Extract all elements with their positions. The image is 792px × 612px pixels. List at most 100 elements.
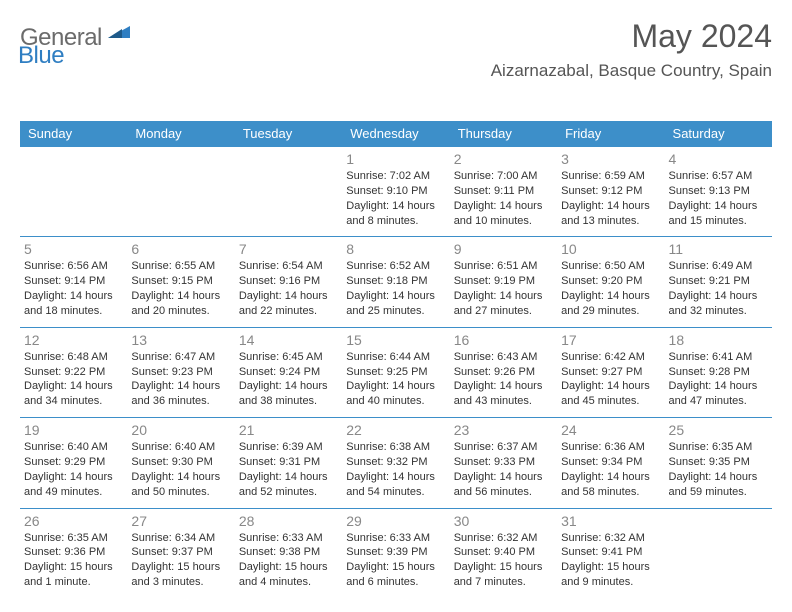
day-number: 31 [561, 513, 660, 529]
day-info-line: Daylight: 14 hours [346, 379, 445, 394]
day-info: Sunrise: 6:41 AMSunset: 9:28 PMDaylight:… [669, 350, 768, 409]
day-info-line: Daylight: 14 hours [669, 379, 768, 394]
day-info: Sunrise: 6:56 AMSunset: 9:14 PMDaylight:… [24, 259, 123, 318]
day-number: 27 [131, 513, 230, 529]
day-info-line: Daylight: 15 hours [131, 560, 230, 575]
day-info: Sunrise: 6:55 AMSunset: 9:15 PMDaylight:… [131, 259, 230, 318]
day-number: 8 [346, 241, 445, 257]
day-info-line: Daylight: 14 hours [239, 470, 338, 485]
day-info-line: Daylight: 14 hours [346, 199, 445, 214]
day-info-line: Daylight: 15 hours [561, 560, 660, 575]
day-info-line: Sunrise: 6:34 AM [131, 531, 230, 546]
logo-blue-row: Blue [20, 42, 64, 70]
day-info: Sunrise: 6:48 AMSunset: 9:22 PMDaylight:… [24, 350, 123, 409]
day-info-line: Daylight: 15 hours [24, 560, 123, 575]
calendar-day-cell: 12Sunrise: 6:48 AMSunset: 9:22 PMDayligh… [20, 327, 127, 417]
day-number: 22 [346, 422, 445, 438]
weekday-header: Monday [127, 121, 234, 147]
day-info-line: and 50 minutes. [131, 485, 230, 500]
day-info-line: Sunset: 9:40 PM [454, 545, 553, 560]
day-info-line: Sunset: 9:19 PM [454, 274, 553, 289]
calendar-day-cell [20, 147, 127, 237]
day-info-line: Sunrise: 6:32 AM [454, 531, 553, 546]
day-info-line: and 1 minute. [24, 575, 123, 590]
day-info-line: Daylight: 14 hours [454, 199, 553, 214]
day-info-line: and 32 minutes. [669, 304, 768, 319]
weekday-header: Sunday [20, 121, 127, 147]
day-number: 1 [346, 151, 445, 167]
day-info-line: Daylight: 14 hours [454, 289, 553, 304]
calendar-day-cell: 30Sunrise: 6:32 AMSunset: 9:40 PMDayligh… [450, 508, 557, 598]
calendar-day-cell: 14Sunrise: 6:45 AMSunset: 9:24 PMDayligh… [235, 327, 342, 417]
day-info-line: and 13 minutes. [561, 214, 660, 229]
day-info-line: Daylight: 14 hours [131, 470, 230, 485]
day-info-line: Sunrise: 6:49 AM [669, 259, 768, 274]
day-info-line: and 8 minutes. [346, 214, 445, 229]
page-title: May 2024 [491, 18, 772, 55]
title-block: May 2024 Aizarnazabal, Basque Country, S… [491, 18, 772, 81]
day-info: Sunrise: 6:59 AMSunset: 9:12 PMDaylight:… [561, 169, 660, 228]
day-info-line: and 52 minutes. [239, 485, 338, 500]
day-number: 29 [346, 513, 445, 529]
day-info-line: Sunset: 9:18 PM [346, 274, 445, 289]
day-info: Sunrise: 6:40 AMSunset: 9:29 PMDaylight:… [24, 440, 123, 499]
day-number: 15 [346, 332, 445, 348]
calendar-day-cell: 10Sunrise: 6:50 AMSunset: 9:20 PMDayligh… [557, 237, 664, 327]
weekday-header: Saturday [665, 121, 772, 147]
day-info-line: Daylight: 15 hours [346, 560, 445, 575]
day-info-line: Sunset: 9:36 PM [24, 545, 123, 560]
calendar-body: 1Sunrise: 7:02 AMSunset: 9:10 PMDaylight… [20, 147, 772, 598]
calendar-table: Sunday Monday Tuesday Wednesday Thursday… [20, 121, 772, 598]
day-info-line: Sunset: 9:25 PM [346, 365, 445, 380]
day-info-line: Sunset: 9:13 PM [669, 184, 768, 199]
day-number: 5 [24, 241, 123, 257]
day-info-line: and 59 minutes. [669, 485, 768, 500]
calendar-day-cell: 3Sunrise: 6:59 AMSunset: 9:12 PMDaylight… [557, 147, 664, 237]
day-info-line: Sunset: 9:23 PM [131, 365, 230, 380]
header: General May 2024 Aizarnazabal, Basque Co… [20, 18, 772, 81]
day-info-line: Sunrise: 6:40 AM [131, 440, 230, 455]
day-info-line: and 43 minutes. [454, 394, 553, 409]
calendar-day-cell: 17Sunrise: 6:42 AMSunset: 9:27 PMDayligh… [557, 327, 664, 417]
day-number: 23 [454, 422, 553, 438]
day-info-line: and 3 minutes. [131, 575, 230, 590]
day-info-line: Sunset: 9:14 PM [24, 274, 123, 289]
calendar-week-row: 19Sunrise: 6:40 AMSunset: 9:29 PMDayligh… [20, 418, 772, 508]
calendar-day-cell: 13Sunrise: 6:47 AMSunset: 9:23 PMDayligh… [127, 327, 234, 417]
day-info: Sunrise: 7:00 AMSunset: 9:11 PMDaylight:… [454, 169, 553, 228]
day-info-line: Daylight: 14 hours [561, 289, 660, 304]
day-info-line: Sunrise: 6:35 AM [24, 531, 123, 546]
day-info: Sunrise: 6:36 AMSunset: 9:34 PMDaylight:… [561, 440, 660, 499]
day-number: 6 [131, 241, 230, 257]
day-info-line: Sunset: 9:29 PM [24, 455, 123, 470]
day-info: Sunrise: 6:44 AMSunset: 9:25 PMDaylight:… [346, 350, 445, 409]
day-number: 4 [669, 151, 768, 167]
day-info-line: Sunrise: 6:55 AM [131, 259, 230, 274]
calendar-day-cell: 28Sunrise: 6:33 AMSunset: 9:38 PMDayligh… [235, 508, 342, 598]
day-info-line: Daylight: 14 hours [131, 289, 230, 304]
calendar-week-row: 26Sunrise: 6:35 AMSunset: 9:36 PMDayligh… [20, 508, 772, 598]
day-number: 7 [239, 241, 338, 257]
day-number: 2 [454, 151, 553, 167]
day-info-line: Sunrise: 6:32 AM [561, 531, 660, 546]
day-number: 26 [24, 513, 123, 529]
day-info-line: Daylight: 14 hours [669, 199, 768, 214]
day-info: Sunrise: 6:43 AMSunset: 9:26 PMDaylight:… [454, 350, 553, 409]
day-info-line: Sunset: 9:24 PM [239, 365, 338, 380]
day-info-line: Sunset: 9:26 PM [454, 365, 553, 380]
day-info: Sunrise: 6:47 AMSunset: 9:23 PMDaylight:… [131, 350, 230, 409]
day-info-line: Daylight: 14 hours [24, 379, 123, 394]
day-info-line: Sunset: 9:35 PM [669, 455, 768, 470]
day-info: Sunrise: 6:45 AMSunset: 9:24 PMDaylight:… [239, 350, 338, 409]
day-info-line: Daylight: 14 hours [346, 470, 445, 485]
day-info: Sunrise: 6:54 AMSunset: 9:16 PMDaylight:… [239, 259, 338, 318]
day-info-line: Sunset: 9:20 PM [561, 274, 660, 289]
day-info-line: and 40 minutes. [346, 394, 445, 409]
day-info-line: Sunrise: 6:50 AM [561, 259, 660, 274]
calendar-day-cell: 21Sunrise: 6:39 AMSunset: 9:31 PMDayligh… [235, 418, 342, 508]
calendar-day-cell [127, 147, 234, 237]
day-number: 17 [561, 332, 660, 348]
weekday-header: Tuesday [235, 121, 342, 147]
calendar-day-cell: 24Sunrise: 6:36 AMSunset: 9:34 PMDayligh… [557, 418, 664, 508]
weekday-header: Thursday [450, 121, 557, 147]
